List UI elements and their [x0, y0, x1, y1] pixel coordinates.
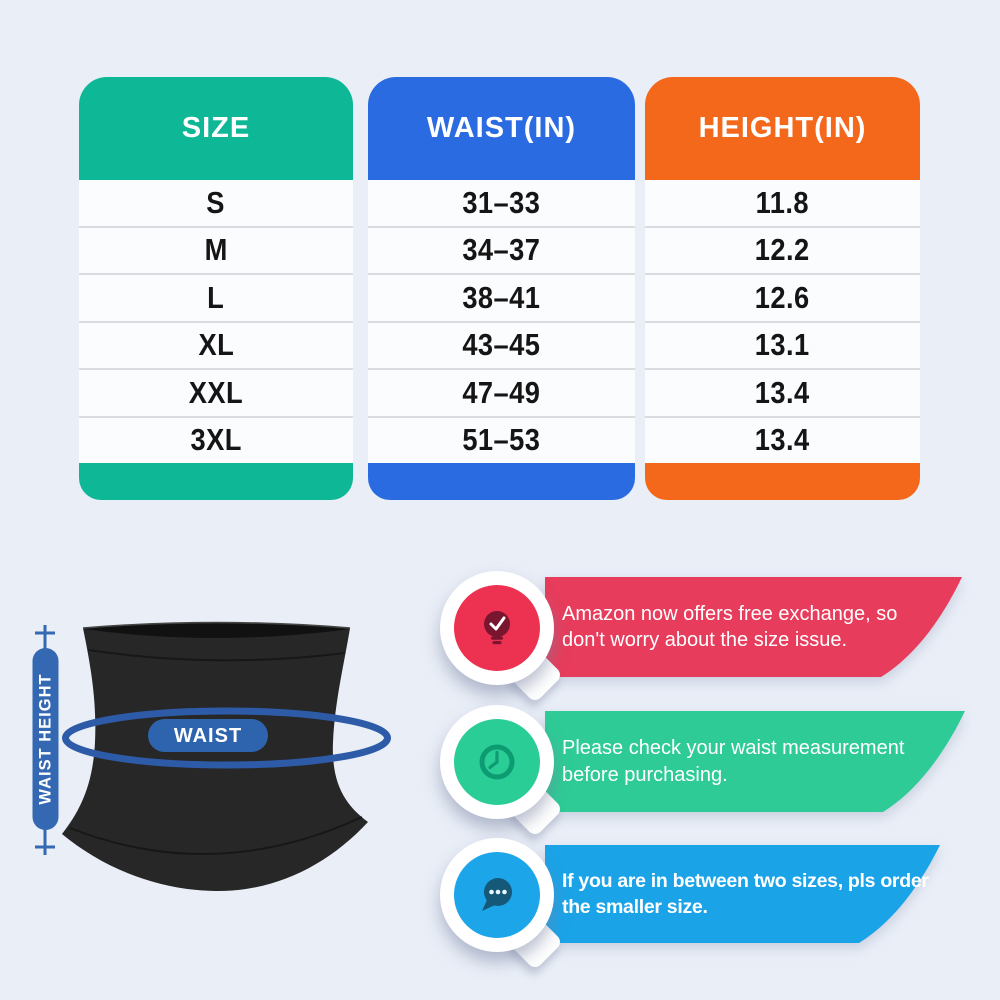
- garment-top-rim: [82, 621, 351, 629]
- callout-line: If you are in between two sizes, pls ord…: [562, 869, 929, 892]
- cell-text: 13.4: [755, 374, 810, 410]
- column-footer-bar: [368, 463, 635, 500]
- table-cell: 38–41: [368, 275, 635, 323]
- table-cell: L: [79, 275, 353, 323]
- table-cell: XL: [79, 322, 353, 370]
- cell-text: 51–53: [462, 422, 541, 458]
- table-cell: 13.4: [645, 417, 920, 463]
- column-header-waist: WAIST(IN): [368, 77, 635, 180]
- badge-circle: [440, 705, 554, 819]
- cell-text: S: [206, 184, 226, 220]
- cell-text: 11.8: [755, 184, 810, 220]
- waist-measure-ellipse: [62, 707, 391, 769]
- callout-line: the smaller size.: [562, 896, 708, 918]
- column-cells-height: 11.8 12.2 12.6 13.1 13.4 13.4: [645, 180, 920, 463]
- cell-text: 12.2: [755, 232, 810, 268]
- column-footer-bar: [645, 463, 920, 500]
- cell-text: M: [204, 232, 228, 268]
- table-cell: 12.2: [645, 227, 920, 275]
- waist-height-label-pill: [32, 648, 59, 830]
- column-header-height: HEIGHT(IN): [645, 77, 920, 180]
- table-cell: 34–37: [368, 227, 635, 275]
- cell-text: 3XL: [190, 422, 242, 458]
- cell-text: L: [207, 279, 225, 315]
- waist-trainer-diagram: WAIST HEIGHT WAIST: [32, 621, 391, 892]
- badge-circle: [440, 838, 554, 952]
- table-cell: 12.6: [645, 275, 920, 323]
- table-cell: 31–33: [368, 180, 635, 228]
- table-cell: 51–53: [368, 417, 635, 463]
- column-header-size: SIZE: [79, 77, 353, 180]
- table-cell: 47–49: [368, 370, 635, 418]
- callout-banner: [545, 577, 962, 677]
- lightbulb-check-icon: [454, 585, 540, 671]
- column-footer-bar: [79, 463, 353, 500]
- table-cell: M: [79, 227, 353, 275]
- cell-text: 31–33: [462, 184, 541, 220]
- callout-text: If you are in between two sizes, pls ord…: [562, 845, 942, 943]
- callout-line: don't worry about the size issue.: [562, 629, 848, 651]
- table-cell: S: [79, 180, 353, 228]
- cell-text: 13.4: [755, 422, 810, 458]
- table-cell: 11.8: [645, 180, 920, 228]
- table-column-size: SIZE S M L XL XXL 3XL: [79, 77, 353, 500]
- callout-line: Please check your waist measurement: [562, 737, 905, 759]
- seam-line-top: [87, 649, 346, 662]
- table-cell: 13.1: [645, 322, 920, 370]
- cell-text: 43–45: [462, 327, 541, 363]
- column-cells-waist: 31–33 34–37 38–41 43–45 47–49 51–53: [368, 180, 635, 463]
- table-cell: XXL: [79, 370, 353, 418]
- table-column-height: HEIGHT(IN) 11.8 12.2 12.6 13.1 13.4 13.4: [645, 77, 920, 500]
- callout-banner: [545, 711, 965, 812]
- cell-text: 12.6: [755, 279, 810, 315]
- callout-text: Amazon now offers free exchange, so don'…: [562, 577, 942, 677]
- waist-height-label: WAIST HEIGHT: [37, 673, 55, 804]
- clock-icon: [454, 719, 540, 805]
- table-column-waist: WAIST(IN) 31–33 34–37 38–41 43–45 47–49 …: [368, 77, 635, 500]
- callout-banner: [545, 845, 940, 943]
- garment-opening: [83, 623, 350, 638]
- chat-dots-icon: [454, 852, 540, 938]
- table-cell: 43–45: [368, 322, 635, 370]
- table-cell: 3XL: [79, 417, 353, 463]
- waist-trainer-illustration: [62, 622, 368, 892]
- cell-text: XXL: [188, 374, 244, 410]
- waist-label: WAIST: [174, 725, 242, 747]
- cell-text: 13.1: [755, 327, 810, 363]
- callout-text: Please check your waist measurement befo…: [562, 711, 942, 812]
- cell-text: XL: [198, 327, 234, 363]
- seam-line-bottom: [69, 816, 363, 855]
- cell-text: 34–37: [462, 232, 541, 268]
- table-cell: 13.4: [645, 370, 920, 418]
- badge-circle: [440, 571, 554, 685]
- callout-line: before purchasing.: [562, 763, 728, 786]
- cell-text: 38–41: [462, 279, 541, 315]
- waist-label-pill: [148, 719, 268, 752]
- column-cells-size: S M L XL XXL 3XL: [79, 180, 353, 463]
- cell-text: 47–49: [462, 374, 541, 410]
- callout-line: Amazon now offers free exchange, so: [562, 602, 898, 625]
